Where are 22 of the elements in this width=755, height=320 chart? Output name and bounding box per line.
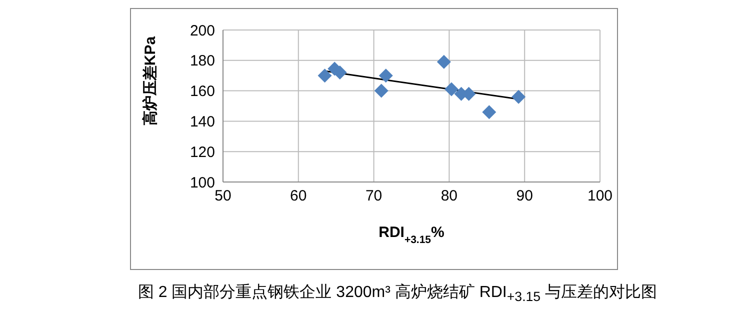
y-tick-label: 160 — [190, 83, 215, 100]
y-tick-label: 140 — [190, 114, 215, 131]
x-tick-label: 60 — [290, 188, 307, 205]
point — [482, 105, 496, 120]
point — [436, 54, 451, 69]
point — [512, 90, 526, 104]
y-tick-label: 120 — [190, 144, 215, 161]
x-tick-label: 70 — [365, 188, 382, 205]
x-tick-label: 80 — [440, 188, 458, 205]
point — [318, 68, 332, 83]
point — [378, 68, 393, 83]
point — [444, 82, 458, 96]
x-tick-label: 90 — [516, 188, 533, 205]
point — [374, 84, 388, 98]
text: 图 2 国内部分重点钢铁企业 3200m³ 高炉烧结矿 RDI$_{+3.15}$ 与压差的对比图 — [136, 282, 658, 304]
y-tick-label: 100 — [190, 174, 215, 192]
x-tick-label: 50 — [214, 188, 232, 205]
y-tick-label: 180 — [190, 52, 215, 70]
y-tick-label: 200 — [190, 22, 215, 40]
x-axis-title: RDI$_{+3.15}$% — [378, 224, 444, 246]
x-tick-label: 100 — [587, 188, 613, 205]
y-axis-title: 高炉压差KPa — [141, 36, 159, 126]
